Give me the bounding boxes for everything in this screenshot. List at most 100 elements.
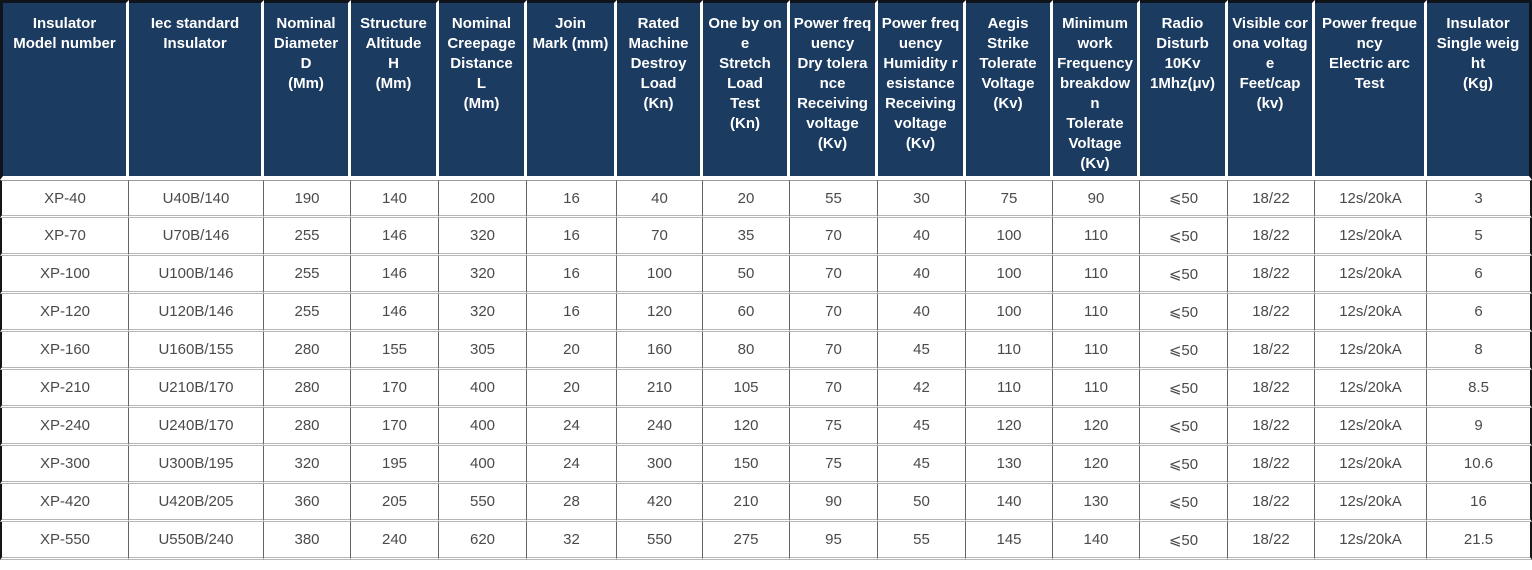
- table-cell: 12s/20kA: [1315, 218, 1427, 256]
- table-row: XP-210 U210B/170 280 170 400 20 210 105 70 42 110 1…: [0, 370, 1532, 408]
- table-cell: U100B/146: [129, 256, 264, 294]
- table-cell: 70: [617, 218, 703, 256]
- table-cell: 18/22: [1228, 332, 1315, 370]
- table-row: XP-300 U300B/195 320 195 400 24 300 150 75 45 130 1…: [0, 446, 1532, 484]
- table-cell: 18/22: [1228, 484, 1315, 522]
- table-cell: 40: [878, 218, 966, 256]
- table-row: XP-240 U240B/170 280 170 400 24 240 120 75 45 120 1…: [0, 408, 1532, 446]
- table-cell: ⩽50: [1140, 294, 1228, 332]
- table-cell: 42: [878, 370, 966, 408]
- table-cell: 145: [966, 522, 1053, 560]
- table-cell: 120: [1053, 408, 1140, 446]
- table-cell: 160: [617, 332, 703, 370]
- table-cell: 70: [790, 256, 878, 294]
- table-cell: 75: [966, 180, 1053, 218]
- table-cell: ⩽50: [1140, 256, 1228, 294]
- table-cell: 18/22: [1228, 370, 1315, 408]
- table-cell: 146: [351, 218, 439, 256]
- table-cell: 280: [264, 370, 351, 408]
- table-cell: 9: [1427, 408, 1532, 446]
- table-cell: 170: [351, 370, 439, 408]
- table-cell: 280: [264, 408, 351, 446]
- table-cell: 20: [527, 332, 617, 370]
- table-cell: 12s/20kA: [1315, 370, 1427, 408]
- table-cell: 170: [351, 408, 439, 446]
- table-cell: 12s/20kA: [1315, 332, 1427, 370]
- table-cell: 70: [790, 294, 878, 332]
- column-header-iec-standard-insulator: Iec standard Insulator: [129, 0, 264, 180]
- table-cell: 12s/20kA: [1315, 484, 1427, 522]
- table-cell: 255: [264, 256, 351, 294]
- table-cell: 120: [1053, 446, 1140, 484]
- column-header-structure-altitude: Structure Altitude H (Mm): [351, 0, 439, 180]
- table-cell: ⩽50: [1140, 370, 1228, 408]
- table-cell: 18/22: [1228, 446, 1315, 484]
- table-cell: 320: [439, 294, 527, 332]
- table-cell: ⩽50: [1140, 408, 1228, 446]
- table-cell: U300B/195: [129, 446, 264, 484]
- table-cell: 620: [439, 522, 527, 560]
- table-cell: 32: [527, 522, 617, 560]
- column-header-insulator-single-weight: Insulator Single weig ht (Kg): [1427, 0, 1532, 180]
- table-row: XP-550 U550B/240 380 240 620 32 550 275 95 55 145 1…: [0, 522, 1532, 560]
- table-cell: 24: [527, 446, 617, 484]
- table-cell: 12s/20kA: [1315, 522, 1427, 560]
- table-cell: 300: [617, 446, 703, 484]
- table-cell: 16: [527, 218, 617, 256]
- table-cell: 110: [1053, 332, 1140, 370]
- table-cell: 90: [1053, 180, 1140, 218]
- table-cell: 45: [878, 332, 966, 370]
- table-cell: 146: [351, 294, 439, 332]
- table-cell: 70: [790, 332, 878, 370]
- table-cell: 90: [790, 484, 878, 522]
- table-cell: 320: [439, 218, 527, 256]
- table-cell: 100: [617, 256, 703, 294]
- table-cell: 95: [790, 522, 878, 560]
- table-cell: 20: [703, 180, 790, 218]
- table-row: XP-160 U160B/155 280 155 305 20 160 80 70 45 110 11…: [0, 332, 1532, 370]
- table-cell: 200: [439, 180, 527, 218]
- table-cell: 40: [878, 294, 966, 332]
- table-cell: 130: [966, 446, 1053, 484]
- table-cell: 6: [1427, 256, 1532, 294]
- table-cell: 205: [351, 484, 439, 522]
- table-cell: 3: [1427, 180, 1532, 218]
- table-cell: 146: [351, 256, 439, 294]
- table-row: XP-40 U40B/140 190 140 200 16 40 20 55 30 75 90 ⩽50 1…: [0, 180, 1532, 218]
- table-cell: XP-420: [0, 484, 129, 522]
- column-header-aegis-strike-tolerate-voltage: Aegis Strike Tolerate Voltage (Kv): [966, 0, 1053, 180]
- table-cell: 24: [527, 408, 617, 446]
- table-cell: 18/22: [1228, 256, 1315, 294]
- table-cell: ⩽50: [1140, 522, 1228, 560]
- column-header-minimum-work-frequency-breakdown: Minimum work Frequency breakdow n Tolera…: [1053, 0, 1140, 180]
- table-cell: 5: [1427, 218, 1532, 256]
- table-cell: 420: [617, 484, 703, 522]
- table-cell: 70: [790, 370, 878, 408]
- table-cell: 110: [1053, 256, 1140, 294]
- table-cell: 240: [617, 408, 703, 446]
- column-header-one-by-one-stretch-load-test: One by on e Stretch Load Test (Kn): [703, 0, 790, 180]
- table-cell: 12s/20kA: [1315, 256, 1427, 294]
- table-cell: 110: [1053, 218, 1140, 256]
- table-cell: 16: [527, 294, 617, 332]
- table-cell: 18/22: [1228, 522, 1315, 560]
- table-cell: 55: [790, 180, 878, 218]
- table-cell: 18/22: [1228, 408, 1315, 446]
- table-cell: 12s/20kA: [1315, 408, 1427, 446]
- table-cell: 150: [703, 446, 790, 484]
- table-cell: 110: [1053, 370, 1140, 408]
- table-cell: 320: [439, 256, 527, 294]
- table-row: XP-420 U420B/205 360 205 550 28 420 210 90 50 140 1…: [0, 484, 1532, 522]
- table-cell: 20: [527, 370, 617, 408]
- table-row: XP-120 U120B/146 255 146 320 16 120 60 70 40 100 11…: [0, 294, 1532, 332]
- column-header-insulator-model-number: Insulator Model number: [0, 0, 129, 180]
- table-cell: 140: [1053, 522, 1140, 560]
- table-cell: U420B/205: [129, 484, 264, 522]
- table-cell: 8: [1427, 332, 1532, 370]
- table-cell: 12s/20kA: [1315, 180, 1427, 218]
- table-cell: 70: [790, 218, 878, 256]
- table-cell: 130: [1053, 484, 1140, 522]
- table-cell: 40: [617, 180, 703, 218]
- table-cell: 16: [527, 180, 617, 218]
- table-cell: 155: [351, 332, 439, 370]
